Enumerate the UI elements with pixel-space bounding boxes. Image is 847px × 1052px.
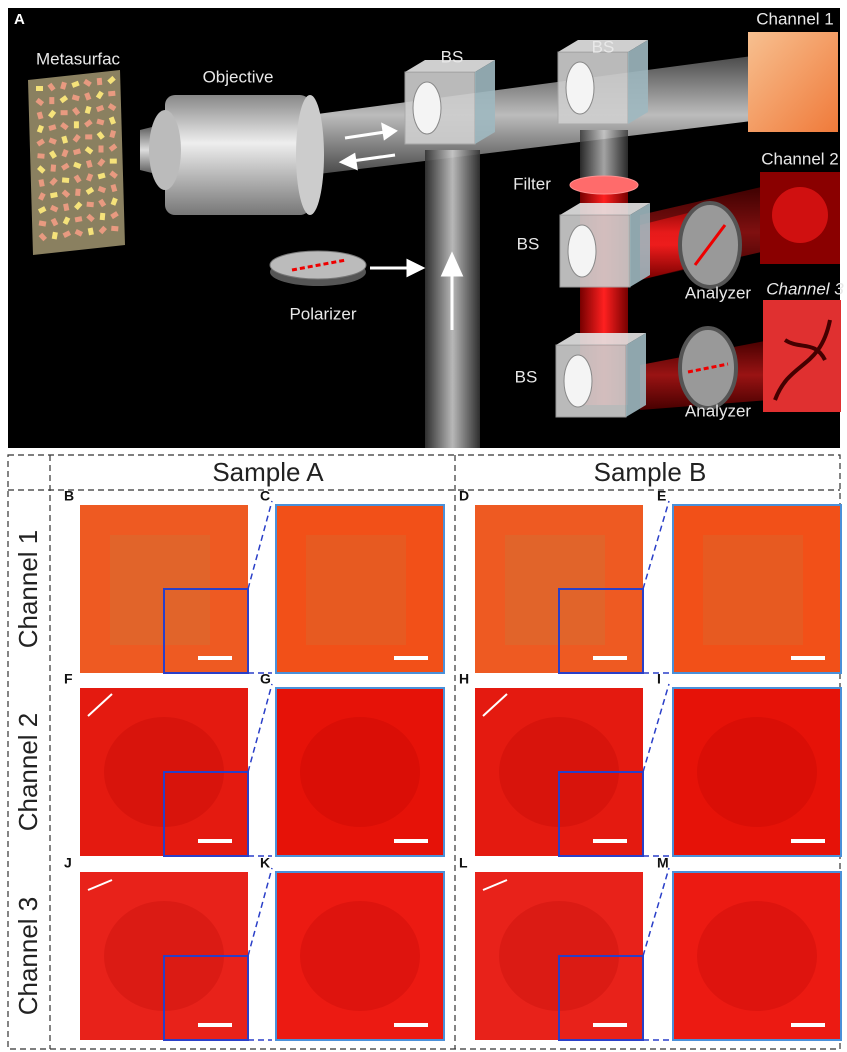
panel-label: L	[459, 855, 468, 871]
bs-label: BS	[592, 37, 615, 56]
metasurface-cell	[111, 226, 118, 232]
metasurface-cell	[74, 121, 79, 128]
cube-side	[626, 333, 646, 417]
pattern-region	[697, 901, 817, 1011]
metasurface-cell	[61, 110, 68, 115]
panel-label: H	[459, 671, 469, 687]
filter-label: Filter	[513, 174, 551, 193]
channel-label: Channel 2	[761, 149, 839, 168]
metasurface-cell	[99, 146, 104, 153]
metasurface-cell	[85, 134, 92, 139]
metasurface-cell	[75, 189, 81, 196]
panel-label: I	[657, 671, 661, 687]
zoom-arrow	[248, 684, 272, 772]
scale-bar	[791, 656, 825, 660]
cube-lens	[564, 355, 592, 407]
objective-end	[296, 95, 324, 215]
panel-label: M	[657, 855, 669, 871]
panel-label: C	[260, 488, 270, 504]
panel-label: E	[657, 488, 666, 504]
zoom-arrow	[643, 868, 669, 956]
zoom-arrow	[248, 501, 272, 589]
panel-label: D	[459, 488, 469, 504]
column-header: Sample B	[594, 457, 707, 487]
row-label: Channel 2	[13, 713, 43, 832]
column-header: Sample A	[212, 457, 324, 487]
figure: A Metasurfac Objective BS BS BS BS Filte…	[0, 0, 847, 1052]
metasurface-cell	[86, 202, 93, 208]
pattern-region	[300, 901, 420, 1011]
row-label: Channel 3	[13, 897, 43, 1016]
cube-side	[630, 203, 650, 287]
scale-bar	[198, 656, 232, 660]
metasurface-cell	[36, 86, 43, 91]
metasurface-label: Metasurfac	[36, 49, 121, 68]
panel-label: G	[260, 671, 271, 687]
channel-label: Channel 3	[766, 279, 844, 298]
rose	[772, 187, 828, 243]
pattern-region	[703, 535, 803, 645]
image-grid: Sample A Sample B Channel 1 B C D E Channel 2 F G…	[8, 455, 841, 1049]
scale-bar	[791, 839, 825, 843]
zoom-arrow	[248, 868, 272, 956]
pattern-region	[306, 535, 406, 645]
cube-side	[628, 40, 648, 124]
metasurface-cell	[110, 159, 117, 164]
zoom-arrow	[643, 501, 669, 589]
channel-label: Channel 1	[756, 9, 834, 28]
metasurface-cell	[100, 213, 106, 220]
cube-lens	[413, 82, 441, 134]
analyzer-label: Analyzer	[685, 401, 751, 420]
pattern-region	[300, 717, 420, 827]
cube-lens	[568, 225, 596, 277]
panel-label: A	[14, 11, 25, 28]
panel-label: K	[260, 855, 270, 871]
objective	[165, 95, 310, 215]
row-label: Channel 1	[13, 530, 43, 649]
panel-a: A Metasurfac Objective BS BS BS BS Filte…	[8, 8, 844, 448]
zoom-arrow	[643, 684, 669, 772]
scale-bar	[394, 1023, 428, 1027]
channel-3-image	[763, 300, 841, 412]
panel-label: J	[64, 855, 72, 871]
metasurface-cell	[62, 177, 69, 183]
scale-bar	[198, 1023, 232, 1027]
channel-1-image	[748, 32, 838, 132]
metasurface-cell	[97, 78, 103, 85]
metasurface-cell	[51, 164, 57, 171]
scale-bar	[593, 656, 627, 660]
bs-label: BS	[517, 234, 540, 253]
analyzer-label: Analyzer	[685, 283, 751, 302]
pattern-region	[697, 717, 817, 827]
objective-label: Objective	[203, 67, 274, 86]
cube-lens	[566, 62, 594, 114]
cube-side	[475, 60, 495, 144]
bs-label: BS	[441, 47, 464, 66]
polarizer-label: Polarizer	[289, 304, 356, 323]
bs-label: BS	[515, 367, 538, 386]
metasurface-cell	[49, 97, 54, 104]
panel-label: B	[64, 488, 74, 504]
scale-bar	[198, 839, 232, 843]
scale-bar	[593, 1023, 627, 1027]
scale-bar	[394, 839, 428, 843]
panel-label: F	[64, 671, 73, 687]
metasurface-cell	[108, 91, 115, 97]
scale-bar	[394, 656, 428, 660]
metasurface-cell	[37, 153, 44, 159]
scale-bar	[791, 1023, 825, 1027]
objective-lens	[149, 110, 181, 190]
filter	[570, 176, 638, 194]
scale-bar	[593, 839, 627, 843]
